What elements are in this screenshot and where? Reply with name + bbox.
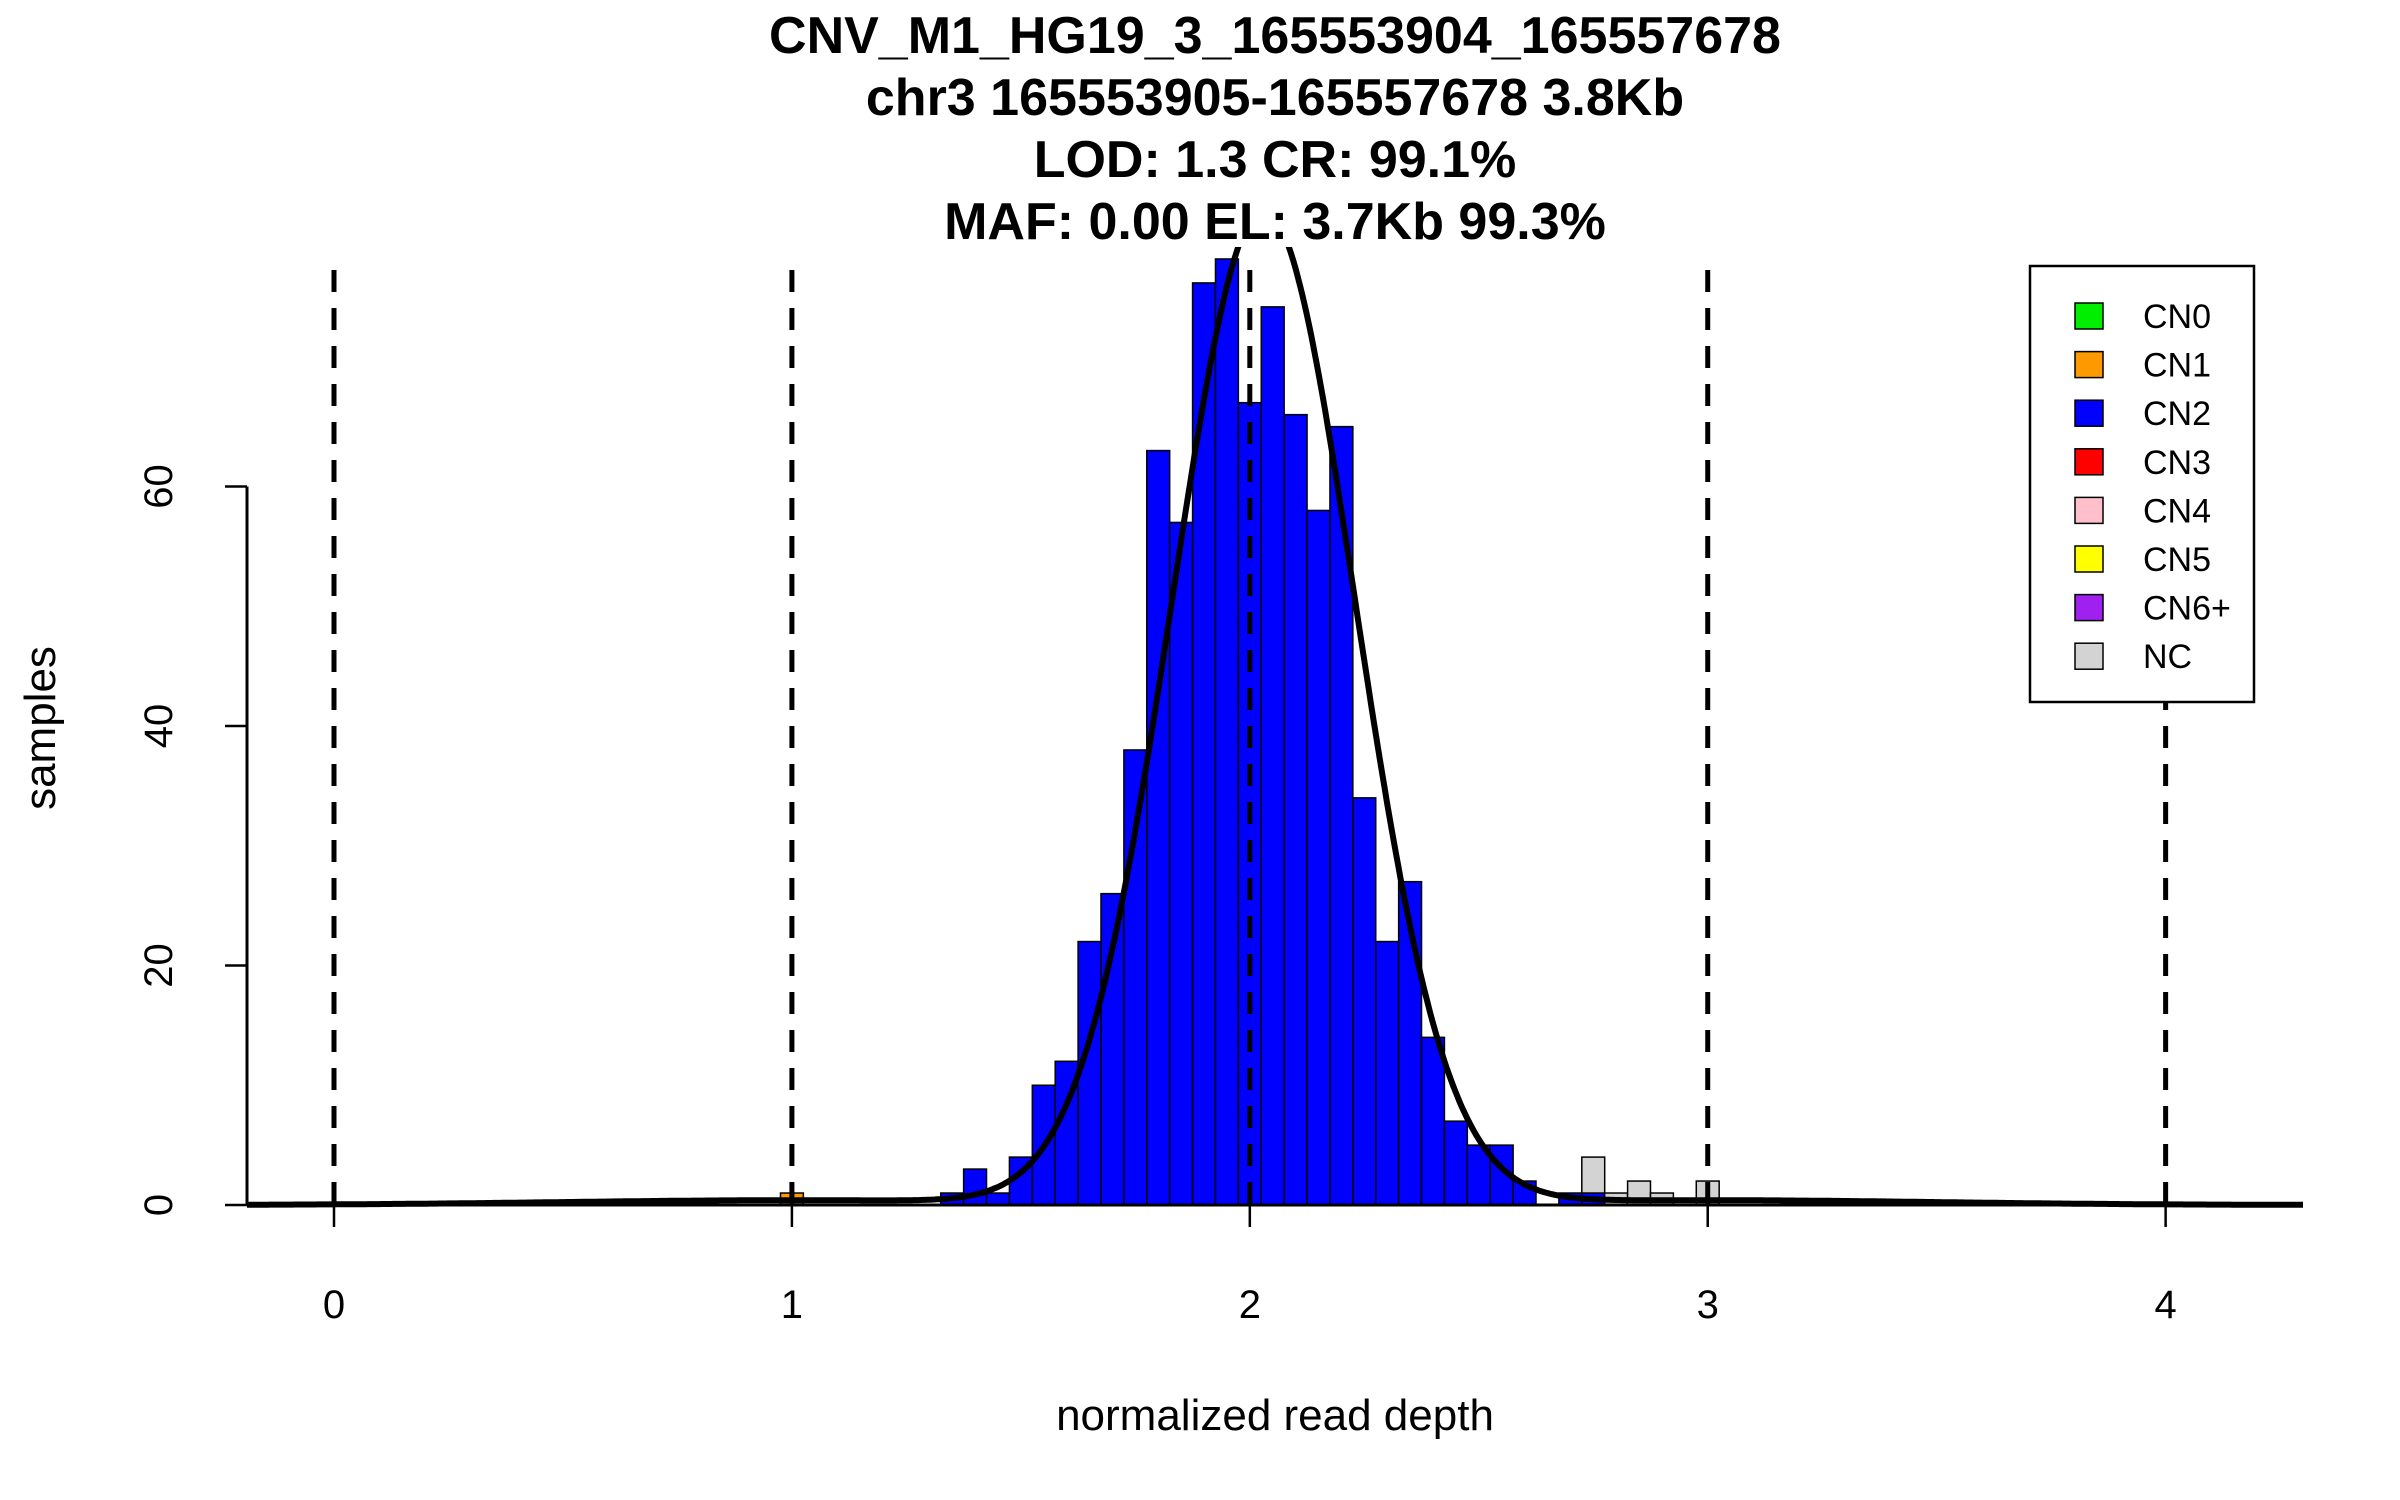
x-axis-label: normalized read depth xyxy=(1056,1391,1494,1440)
bar-cn2-2.225 xyxy=(1352,797,1377,1206)
legend-box xyxy=(2028,264,2256,704)
bar-cn2-2.025 xyxy=(1260,306,1285,1206)
bar-cn2-1.775 xyxy=(1146,449,1171,1206)
bar-cn2-1.825 xyxy=(1168,521,1194,1206)
y-tick-label-60: 60 xyxy=(137,464,181,509)
legend-label-cn5: CN5 xyxy=(2143,541,2211,579)
y-tick-label-0: 0 xyxy=(137,1194,181,1216)
x-tick-label-4: 4 xyxy=(2155,1283,2177,1327)
bar-cn2-1.875 xyxy=(1191,282,1217,1206)
legend-swatch-cn3 xyxy=(2074,448,2104,476)
x-tick-label-1: 1 xyxy=(781,1283,803,1327)
bar-cn2-2.275 xyxy=(1374,940,1400,1206)
title-line-1: CNV_M1_HG19_3_165553904_165557678 xyxy=(769,7,1781,65)
y-axis: 0 20 40 60 xyxy=(137,464,249,1216)
bar-nc-2.725 xyxy=(1581,1156,1606,1194)
legend-swatch-cn4 xyxy=(2074,496,2104,525)
fit-curve-group xyxy=(247,247,2303,1208)
x-tick-label-0: 0 xyxy=(323,1283,345,1327)
legend-label-cn4: CN4 xyxy=(2143,492,2211,530)
legend-label-cn0: CN0 xyxy=(2143,298,2211,336)
copy-number-reference-lines xyxy=(331,270,2169,1205)
bar-cn2-1.375 xyxy=(962,1168,988,1206)
legend-label-cn3: CN3 xyxy=(2143,444,2211,482)
legend-label-cn1: CN1 xyxy=(2143,347,2211,385)
x-axis: 0 1 2 3 4 xyxy=(247,1203,2303,1327)
legend-swatch-cn2 xyxy=(2074,399,2104,427)
bar-cn2-1.925 xyxy=(1214,258,1240,1206)
legend-swatch-cn5 xyxy=(2074,545,2104,573)
y-tick-label-20: 20 xyxy=(137,943,181,988)
chart-title: CNV_M1_HG19_3_165553904_165557678 chr3 1… xyxy=(769,7,1781,251)
x-tick-label-2: 2 xyxy=(1239,1283,1261,1327)
bar-cn2-2.425 xyxy=(1443,1120,1469,1206)
bar-cn2-2.375 xyxy=(1420,1036,1446,1206)
title-line-4: MAF: 0.00 EL: 3.7Kb 99.3% xyxy=(944,193,1606,251)
title-line-2: chr3 165553905-165557678 3.8Kb xyxy=(866,69,1684,127)
x-tick-label-3: 3 xyxy=(1697,1283,1719,1327)
legend-label-nc: NC xyxy=(2143,638,2192,676)
legend-swatch-cn0 xyxy=(2074,302,2104,330)
bar-cn2-2.075 xyxy=(1283,413,1308,1206)
title-line-3: LOD: 1.3 CR: 99.1% xyxy=(1034,131,1517,189)
y-axis-label: samples xyxy=(16,646,65,810)
y-tick-label-40: 40 xyxy=(137,704,181,749)
legend: CN0 CN1 CN2 CN3 CN4 CN5 CN6+ NC xyxy=(2028,264,2256,704)
legend-swatch-nc xyxy=(2074,642,2104,670)
bar-cn2-2.125 xyxy=(1306,509,1331,1206)
legend-swatch-cn6plus xyxy=(2074,593,2104,622)
legend-label-cn2: CN2 xyxy=(2143,395,2211,433)
legend-items: CN0 CN1 CN2 CN3 CN4 CN5 CN6+ NC xyxy=(2074,298,2231,676)
legend-swatch-cn1 xyxy=(2074,350,2104,379)
bar-cn2-1.425 xyxy=(985,1192,1011,1206)
fit-curve xyxy=(247,247,2303,1208)
legend-label-cn6plus: CN6+ xyxy=(2143,590,2231,628)
